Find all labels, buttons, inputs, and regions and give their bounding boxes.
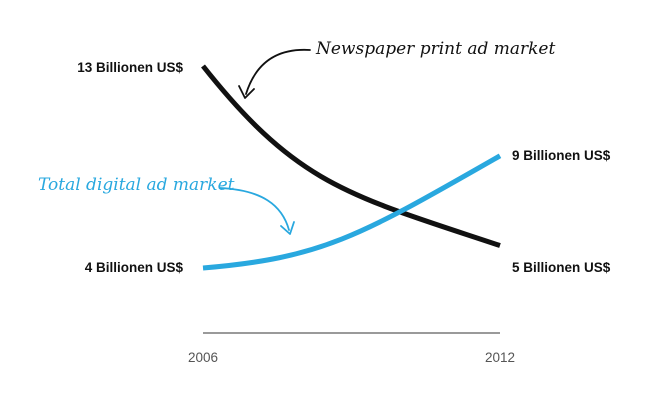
digital-start-label: 4 Billionen US$: [85, 260, 184, 275]
digital-end-label: 9 Billionen US$: [512, 148, 611, 163]
series-line-total-digital: [202, 153, 502, 271]
print-start-label: 13 Billionen US$: [77, 60, 183, 75]
annotation-digital-text: Total digital ad market: [38, 175, 235, 195]
annotation-print-arrowhead: [238, 85, 255, 99]
annotation-print-text: Newspaper print ad market: [315, 39, 555, 59]
annotation-print-arrow: [245, 48, 311, 95]
x-tick-label-2006: 2006: [188, 350, 218, 365]
annotation-digital-arrowhead: [280, 221, 295, 235]
x-tick-label-2012: 2012: [485, 350, 515, 365]
series-line-newspaper-print: [201, 64, 501, 248]
print-end-label: 5 Billionen US$: [512, 260, 611, 275]
annotation-digital-arrow: [219, 187, 290, 231]
